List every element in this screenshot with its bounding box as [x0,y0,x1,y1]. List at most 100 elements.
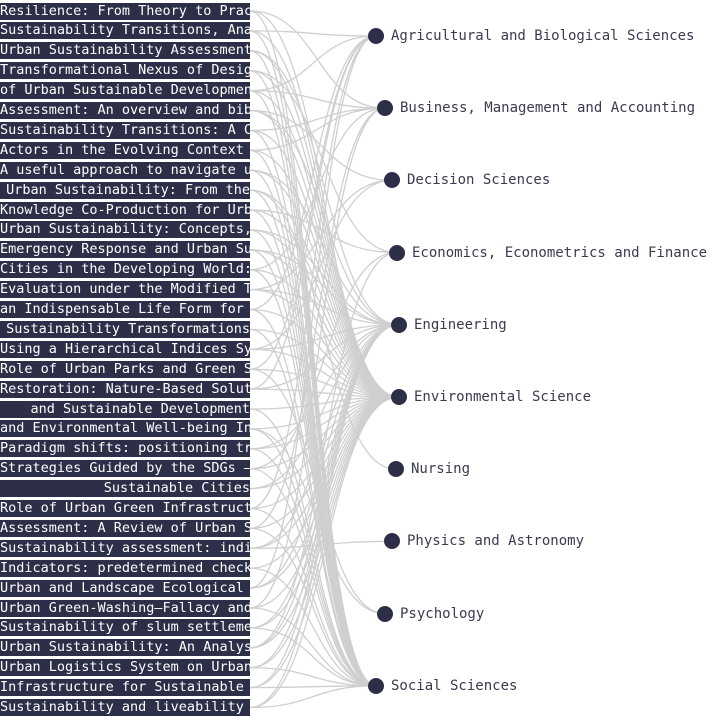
link-edge [249,35,377,92]
link-edge [249,35,377,510]
link-edge [249,324,400,589]
link-edge [249,107,386,609]
paper-label[interactable]: Emergency Response and Urban Sustai [0,241,250,259]
paper-label[interactable]: and Environmental Well-being Indic [0,420,250,438]
paper-label[interactable]: Paradigm shifts: positioning transit [0,440,250,458]
paper-title: Urban Sustainability: An Analysis of Eff… [0,639,250,656]
paper-title: Transformational Nexus of Design [0,62,250,79]
paper-label[interactable]: Sustainability assessment: indicators pr… [0,539,250,557]
paper-label[interactable]: Urban Sustainability: Concepts, Dimen [0,221,250,239]
link-edge [249,35,377,589]
link-edge [249,129,400,398]
paper-label[interactable]: Actors in the Evolving Context of [0,141,250,159]
paper-title: Infrastructure for Sustainable Land Use [0,679,250,696]
link-edge [249,567,377,687]
category-dot-icon[interactable] [377,605,393,622]
paper-title: A useful approach to navigate urban [0,161,250,178]
link-edge [249,396,400,450]
category-dot-icon[interactable] [368,28,384,44]
category-dot-icon[interactable] [384,533,400,550]
category-dot-icon[interactable] [391,389,407,405]
link-edge [249,324,400,490]
link-edge [249,109,393,182]
paper-label[interactable]: Role of Urban Green Infrastructure [0,500,250,517]
paper-title: Urban Sustainability: From the [6,181,250,198]
paper-title: Evaluation under the Modified TOPSIS [0,281,250,298]
link-edge [249,251,398,649]
paper-label[interactable]: Urban Logistics System on Urban Sustai [0,659,250,677]
paper-label[interactable]: Knowledge Co-Production for Urban Sustai [0,201,250,219]
link-edge [249,396,400,510]
link-edge [249,89,386,109]
link-edge [249,328,400,398]
paper-title: Sustainability and liveability performan… [0,699,250,715]
category-label: Agricultural and Biological Sciences [391,28,695,44]
paper-label[interactable]: Resilience: From Theory to Practi [0,2,250,20]
paper-label[interactable]: Assessment: A Review of Urban Sustainab [0,519,250,537]
link-edge [249,396,400,609]
link-edge [249,324,400,350]
link-edge [249,396,400,410]
link-edge [249,685,377,709]
paper-label[interactable]: Transformational Nexus of Design [0,62,250,80]
link-edge [249,368,386,615]
paper-label[interactable]: Indicators: predetermined checklists o [0,559,250,577]
category-label: Physics and Astronomy [407,533,585,550]
link-edge [249,30,377,37]
paper-label[interactable]: Sustainability of slum settlements in Ba… [0,619,250,637]
paper-label[interactable]: Urban Sustainability: An Analysis of Eff… [0,639,250,657]
paper-title: Strategies Guided by the SDGs —A Tale [0,460,250,477]
paper-label[interactable]: A useful approach to navigate urban [0,161,250,179]
paper-title: and Sustainable Development [30,400,250,417]
paper-label[interactable]: Evaluation under the Modified TOPSIS [0,281,250,299]
paper-label[interactable]: Role of Urban Parks and Green Spaces [0,360,250,378]
category-dot-icon[interactable] [388,461,404,478]
paper-title: Knowledge Co-Production for Urban Sustai [0,201,250,218]
paper-label[interactable]: Sustainability and liveability performan… [0,699,250,716]
category-dot-icon[interactable] [377,100,393,117]
paper-label[interactable]: Infrastructure for Sustainable Land Use [0,679,250,697]
paper-title: an Indispensable Life Form for Urba [0,301,250,317]
category-label: Engineering [414,316,507,333]
link-edge [249,627,377,687]
paper-label[interactable]: Assessment: An overview and bibliomet [0,102,250,119]
paper-title: Emergency Response and Urban Sustai [0,241,250,258]
paper-label[interactable]: Sustainable Cities [0,480,250,498]
paper-label[interactable]: Using a Hierarchical Indices System [0,340,250,358]
paper-label[interactable]: Sustainability Transitions, Analysing [0,22,250,40]
paper-label[interactable]: Urban Sustainability Assessment Lit [0,42,250,60]
paper-label[interactable]: Sustainability Transitions: A Co [0,121,250,139]
link-edge [249,109,400,398]
paper-label[interactable]: Urban and Landscape Ecological Secur [0,579,250,597]
paper-label[interactable]: Strategies Guided by the SDGs —A Tale [0,460,250,478]
paper-title: Cities in the Developing World: Beyon [0,261,250,278]
paper-label[interactable]: Urban Green-Washing—Fallacy and Real [0,599,250,617]
link-edge [249,35,377,311]
link-edge [249,324,400,629]
link-edge [249,324,400,450]
paper-label[interactable]: of Urban Sustainable Developmen [0,82,250,100]
paper-title: Urban and Landscape Ecological Secur [0,579,250,596]
paper-label[interactable]: an Indispensable Life Form for Urba [0,301,250,318]
paper-title: Role of Urban Green Infrastructure [0,500,250,516]
paper-title: Restoration: Nature-Based Solutions fo [0,380,250,397]
category-dot-icon[interactable] [391,316,407,333]
paper-label[interactable]: Cities in the Developing World: Beyon [0,261,250,279]
paper-title: of Urban Sustainable Developmen [0,82,250,99]
paper-label[interactable]: Sustainability Transformations [0,320,250,338]
link-edge [249,35,377,370]
category-dot-icon[interactable] [368,677,384,694]
link-edge [249,468,377,687]
link-edge [249,169,400,326]
link-edge [249,70,398,254]
paper-label[interactable]: and Sustainable Development [0,400,250,418]
link-edge [249,169,400,398]
paper-label[interactable]: Restoration: Nature-Based Solutions fo [0,380,250,398]
link-edge [249,324,400,709]
paper-label[interactable]: Urban Sustainability: From the [0,181,250,199]
category-dot-icon[interactable] [389,244,405,261]
category-dot-icon[interactable] [384,172,400,189]
paper-title: Paradigm shifts: positioning transit [0,440,250,457]
link-edge [249,396,400,430]
